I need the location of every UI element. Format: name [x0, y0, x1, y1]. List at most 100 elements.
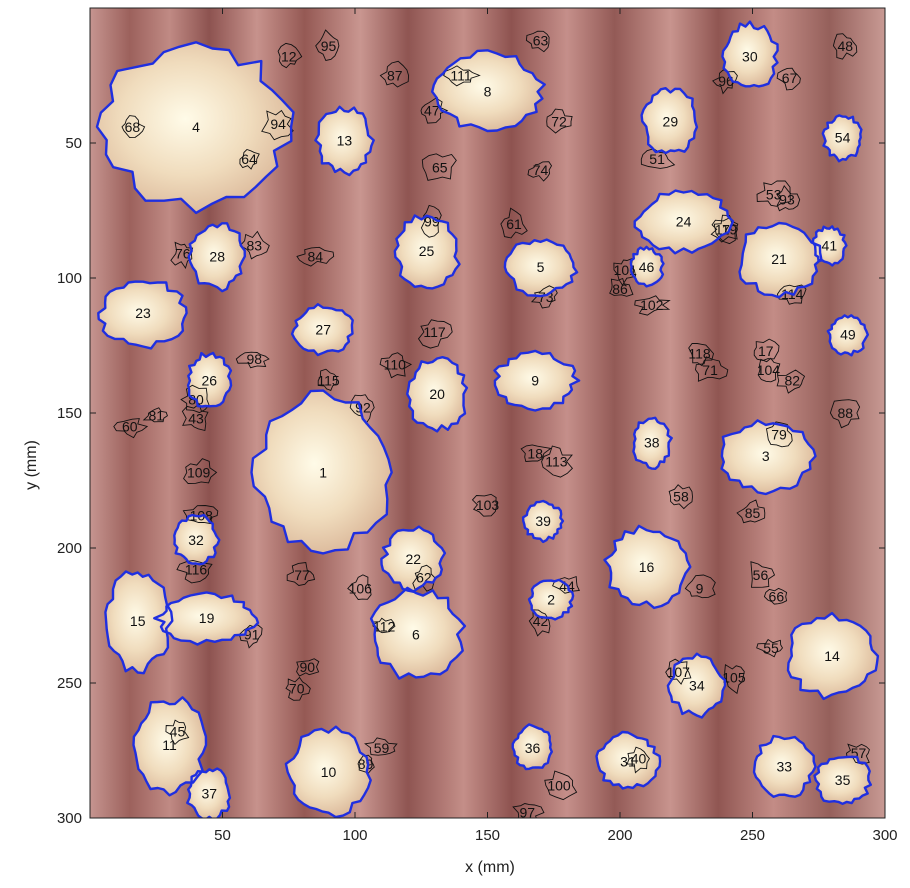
minor-label-89: 89	[358, 756, 374, 772]
region-label-15: 15	[130, 613, 146, 629]
region-fill-25	[394, 215, 460, 289]
region-label-13: 13	[337, 132, 353, 148]
minor-contour-84	[296, 246, 335, 267]
y-tick-label: 50	[65, 135, 82, 152]
region-fill-8	[432, 50, 545, 131]
region-label-10: 10	[321, 764, 337, 780]
minor-contour-58	[668, 484, 693, 510]
minor-label-86: 86	[612, 281, 628, 297]
minor-label-72: 72	[551, 113, 567, 129]
minor-contour-88	[829, 399, 861, 429]
region-contour-22	[380, 525, 447, 593]
region-contour-30	[721, 20, 779, 88]
minor-label-48: 48	[837, 38, 853, 54]
minor-contour-109	[183, 458, 218, 484]
region-contour-19	[153, 591, 260, 646]
region-label-3: 3	[762, 448, 770, 464]
region-fill-32	[174, 515, 220, 565]
region-label-26: 26	[201, 373, 217, 389]
minor-label-58: 58	[673, 489, 689, 505]
minor-contour-112	[372, 617, 396, 634]
region-label-35: 35	[835, 772, 851, 788]
minor-label-103: 103	[476, 497, 500, 513]
minor-label-68: 68	[125, 119, 141, 135]
minor-contour-18	[520, 444, 552, 462]
minor-label-116: 116	[185, 562, 208, 578]
x-axis-label: x (mm)	[465, 859, 515, 876]
region-contour-16	[603, 524, 692, 610]
minor-contour-77	[286, 562, 316, 586]
minor-contour-100	[544, 770, 578, 801]
minor-label-111: 111	[450, 68, 471, 84]
region-fill-14	[788, 613, 878, 699]
minor-contour-53	[756, 180, 791, 207]
region-label-20: 20	[429, 386, 445, 402]
region-fill-4	[97, 42, 294, 213]
minor-contour-61	[500, 207, 528, 239]
x-tick-label: 100	[342, 827, 367, 844]
region-fill-10	[285, 726, 371, 818]
minor-contour-63	[525, 30, 550, 53]
region-label-23: 23	[135, 305, 151, 321]
region-label-21: 21	[771, 251, 787, 267]
minor-label-67: 67	[782, 70, 798, 86]
minor-contour-106	[347, 574, 372, 600]
minor-label-40: 40	[631, 751, 647, 767]
y-tick-label: 250	[57, 675, 82, 692]
x-tick-label: 250	[740, 827, 765, 844]
minor-label-93: 93	[779, 192, 795, 208]
region-fill-26	[188, 353, 231, 407]
region-contour-11	[132, 696, 208, 797]
minor-label-117: 117	[423, 324, 446, 340]
minor-contour-108	[182, 505, 219, 525]
minor-contours: 7912171840424344454748515355565758596061…	[113, 29, 870, 818]
y-tick-label: 300	[57, 810, 82, 827]
minor-label-76: 76	[175, 246, 191, 262]
region-contour-54	[821, 114, 863, 163]
minor-label-60: 60	[122, 419, 138, 435]
minor-contour-105	[724, 664, 745, 695]
minor-contour-102	[634, 295, 671, 316]
minor-label-45: 45	[170, 724, 186, 740]
region-label-38: 38	[644, 435, 660, 451]
minor-label-100: 100	[547, 778, 571, 794]
region-label-29: 29	[663, 113, 679, 129]
region-label-4: 4	[192, 119, 200, 135]
region-contour-37	[186, 767, 232, 818]
minor-contour-76	[170, 241, 194, 270]
minor-contour-87	[379, 60, 410, 88]
minor-label-90: 90	[300, 659, 316, 675]
minor-label-55: 55	[763, 640, 779, 656]
minor-contour-90	[296, 658, 320, 677]
x-tick-label: 50	[214, 827, 231, 844]
minor-label-47: 47	[424, 103, 440, 119]
region-fill-22	[381, 526, 445, 592]
minor-contour-60	[113, 418, 149, 439]
minor-contour-40	[626, 746, 650, 774]
region-label-54: 54	[835, 130, 851, 146]
region-label-19: 19	[199, 610, 215, 626]
region-contour-20	[406, 356, 469, 433]
minor-label-113: 113	[545, 454, 568, 470]
region-label-16: 16	[639, 559, 655, 575]
region-contour-15	[104, 570, 174, 675]
minor-contour-103	[471, 493, 498, 517]
minor-contour-43	[181, 403, 209, 432]
minor-label-112: 112	[373, 618, 396, 634]
minor-contour-95	[315, 29, 340, 62]
region-fill-6	[371, 587, 465, 679]
region-fill-49	[827, 315, 868, 356]
minor-label-53: 53	[766, 186, 782, 202]
minor-label-104: 104	[757, 362, 781, 378]
region-contour-27	[290, 303, 354, 357]
minor-contour-111	[443, 65, 481, 87]
x-axis-ticks: 50 100 150 200 250 300	[214, 8, 898, 844]
region-label-2: 2	[547, 591, 555, 607]
region-label-32: 32	[188, 532, 204, 548]
minor-contour-107	[665, 658, 692, 685]
minor-contour-113	[541, 445, 574, 478]
region-contour-35	[813, 755, 872, 805]
minor-label-95: 95	[321, 38, 337, 54]
y-tick-label: 100	[57, 270, 82, 287]
